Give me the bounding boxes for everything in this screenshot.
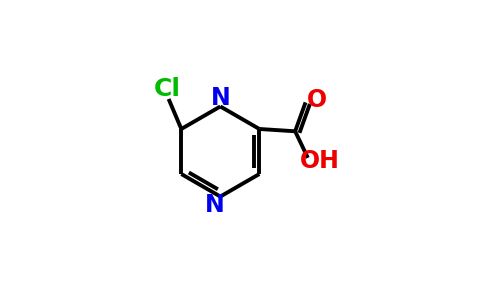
Text: Cl: Cl xyxy=(154,76,181,100)
Text: O: O xyxy=(306,88,327,112)
Text: OH: OH xyxy=(300,149,340,173)
Text: N: N xyxy=(211,86,230,110)
Text: N: N xyxy=(205,193,225,217)
